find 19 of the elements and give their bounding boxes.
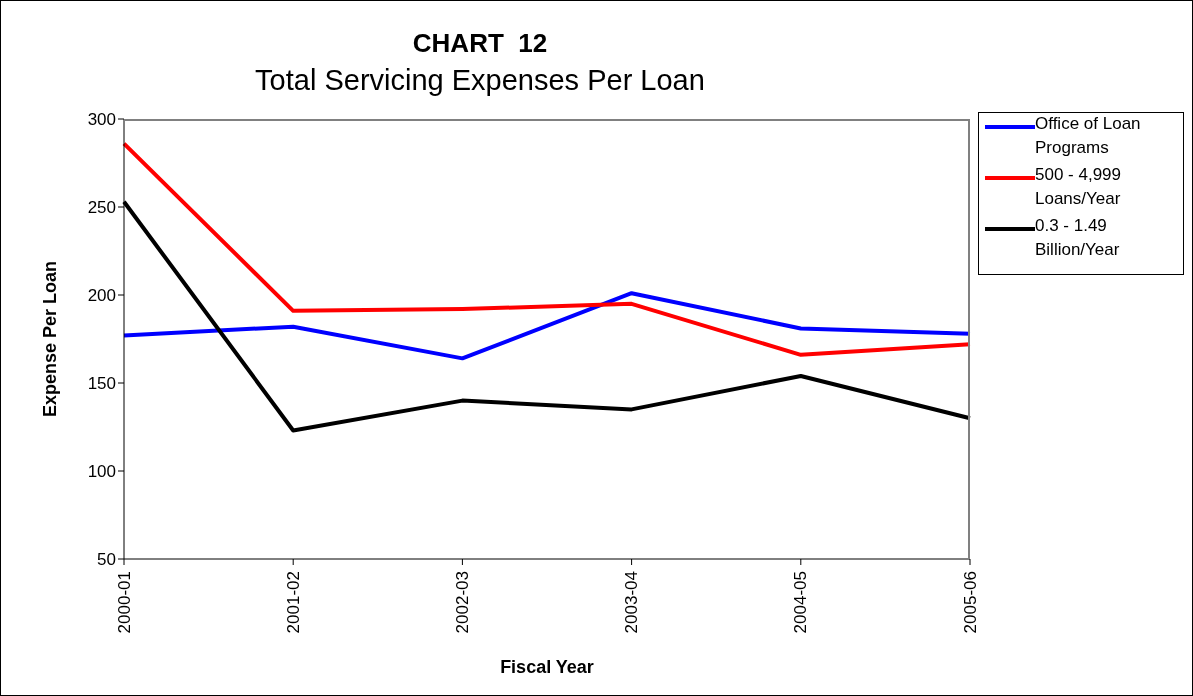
x-tick-label: 2001-02 — [283, 571, 303, 634]
y-axis-title: Expense Per Loan — [39, 260, 61, 418]
legend-label: 0.3 - 1.49 Billion/Year — [1035, 215, 1121, 261]
y-tick-label: 100 — [87, 462, 116, 482]
chart-title: CHART 12 — [411, 28, 549, 59]
y-tick-label: 150 — [87, 374, 116, 394]
x-tick-label: 2004-05 — [791, 571, 811, 634]
x-tick-label: 2002-03 — [452, 571, 472, 634]
x-tick-label: 2000-01 — [114, 571, 134, 634]
x-tick-label: 2005-06 — [960, 571, 980, 634]
y-tick-label: 250 — [87, 198, 116, 218]
y-tick-label: 300 — [87, 110, 116, 130]
legend-label: Office of Loan Programs — [1035, 113, 1142, 159]
legend-label: 500 - 4,999 Loans/Year — [1035, 164, 1122, 210]
y-tick-label: 50 — [97, 550, 116, 570]
chart-subtitle: Total Servicing Expenses Per Loan — [254, 64, 706, 97]
x-axis-title: Fiscal Year — [499, 657, 595, 678]
y-tick-label: 200 — [87, 286, 116, 306]
x-tick-label: 2003-04 — [622, 571, 642, 634]
